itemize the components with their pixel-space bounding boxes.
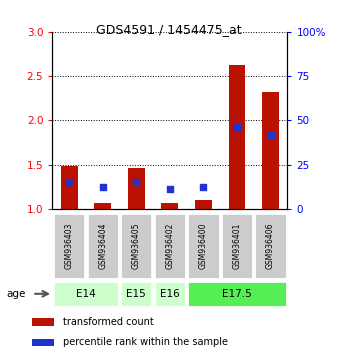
Text: GSM936405: GSM936405 [132, 223, 141, 269]
Bar [187, 213, 219, 279]
Text: E14: E14 [76, 289, 96, 299]
Bar [87, 213, 119, 279]
Bar [32, 318, 54, 326]
Text: GSM936402: GSM936402 [165, 223, 174, 269]
Bar [154, 281, 186, 307]
Text: GSM936406: GSM936406 [266, 223, 275, 269]
Bar [53, 281, 119, 307]
Text: E15: E15 [126, 289, 146, 299]
Point [134, 179, 139, 185]
Bar [61, 166, 77, 209]
Bar [262, 92, 279, 209]
Point [268, 132, 273, 137]
Text: GSM936400: GSM936400 [199, 223, 208, 269]
Text: age: age [7, 289, 26, 299]
Bar [221, 213, 253, 279]
Text: GDS4591 / 1454475_at: GDS4591 / 1454475_at [96, 23, 242, 36]
Text: GSM936404: GSM936404 [98, 223, 107, 269]
Bar [120, 281, 152, 307]
Point [67, 179, 72, 185]
Bar [228, 65, 245, 209]
Bar [94, 202, 111, 209]
Bar [32, 338, 54, 346]
Text: GSM936401: GSM936401 [233, 223, 241, 269]
Bar [195, 200, 212, 209]
Bar [162, 202, 178, 209]
Bar [154, 213, 186, 279]
Point [234, 125, 240, 130]
Bar [128, 168, 145, 209]
Text: transformed count: transformed count [63, 316, 153, 327]
Text: E16: E16 [160, 289, 180, 299]
Bar [120, 213, 152, 279]
Bar [255, 213, 287, 279]
Text: E17.5: E17.5 [222, 289, 252, 299]
Bar [187, 281, 287, 307]
Text: GSM936403: GSM936403 [65, 223, 74, 269]
Point [201, 184, 206, 190]
Text: percentile rank within the sample: percentile rank within the sample [63, 337, 228, 347]
Point [167, 187, 173, 192]
Point [100, 184, 105, 190]
Bar [53, 213, 85, 279]
